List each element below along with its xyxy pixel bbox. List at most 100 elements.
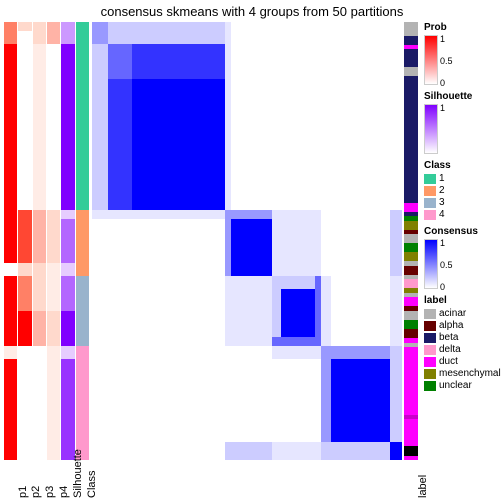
legend-label: delta: [439, 344, 461, 355]
label-segment: [404, 446, 418, 455]
anno-segment: [33, 210, 46, 263]
x-label: p3: [44, 486, 56, 498]
anno-segment: [18, 44, 31, 210]
legend-title: Class: [424, 160, 502, 171]
label-segment: [404, 266, 418, 275]
anno-segment: [18, 31, 31, 44]
legend-label: mesenchymal: [439, 368, 501, 379]
x-label: p4: [58, 486, 70, 498]
swatch: [424, 186, 436, 196]
tick-label: 1: [440, 104, 445, 113]
legend-consensus: Consensus10.50: [424, 226, 502, 289]
anno-segment: [76, 22, 89, 210]
heatmap-block: [272, 442, 322, 460]
anno-segment: [33, 346, 46, 359]
anno-col-p2: [18, 22, 31, 460]
heatmap-block: [225, 22, 231, 210]
legend-item: 2: [424, 185, 502, 196]
gradient-bar: [424, 239, 438, 289]
anno-segment: [4, 359, 17, 460]
annotation-columns: [4, 22, 90, 460]
anno-segment: [4, 346, 17, 359]
legend-label: unclear: [439, 380, 472, 391]
anno-segment: [18, 276, 31, 311]
anno-segment: [4, 22, 17, 44]
tick-label: 1: [440, 35, 445, 44]
x-label: p2: [30, 486, 42, 498]
anno-segment: [47, 44, 60, 210]
anno-segment: [47, 359, 60, 460]
legend-item: duct: [424, 356, 502, 367]
legend-label: beta: [439, 332, 458, 343]
x-label: p1: [17, 486, 29, 498]
heatmap-block: [92, 210, 225, 219]
anno-segment: [18, 22, 31, 31]
legend-item: 1: [424, 173, 502, 184]
swatch: [424, 210, 436, 220]
anno-segment: [76, 276, 89, 346]
anno-segment: [4, 311, 17, 346]
legend-class: Class1234: [424, 160, 502, 220]
swatch: [424, 357, 436, 367]
anno-segment: [33, 263, 46, 311]
legend-label: 1: [439, 173, 445, 184]
anno-col-p4: [47, 22, 60, 460]
heatmap-block: [390, 276, 402, 346]
label-segment: [404, 203, 418, 212]
tick-label: 0: [440, 283, 445, 292]
anno-col-silhouette: [61, 22, 74, 460]
legend-item: mesenchymal: [424, 368, 502, 379]
gradient-ticks: 10.50: [438, 35, 458, 85]
label-segment: [404, 67, 418, 76]
anno-segment: [61, 346, 74, 359]
label-segment: [404, 279, 418, 288]
swatch: [424, 174, 436, 184]
label-segment: [404, 221, 418, 230]
label-segment: [404, 36, 418, 45]
heatmap-block: [108, 44, 133, 79]
heatmap-block: [272, 210, 322, 276]
legend-label: 2: [439, 185, 445, 196]
label-annotation: [404, 22, 418, 460]
anno-segment: [33, 44, 46, 210]
heatmap-block: [225, 210, 231, 276]
tick-label: 0.5: [440, 261, 453, 270]
swatch: [424, 309, 436, 319]
tick-label: 0.5: [440, 57, 453, 66]
swatch: [424, 321, 436, 331]
heatmap-block: [92, 22, 108, 44]
heatmap-block: [272, 276, 281, 346]
anno-segment: [4, 210, 17, 263]
anno-segment: [18, 210, 31, 263]
x-label: Silhouette: [72, 449, 84, 498]
heatmap-block: [272, 346, 322, 359]
swatch: [424, 345, 436, 355]
anno-col-p3: [33, 22, 46, 460]
gradient-bar: [424, 35, 438, 85]
legend-item: 4: [424, 209, 502, 220]
heatmap-block: [92, 44, 108, 210]
gradient-ticks: 1: [438, 104, 458, 154]
label-segment: [404, 311, 418, 320]
x-label: Class: [86, 470, 98, 498]
anno-segment: [61, 359, 74, 460]
heatmap-block: [108, 79, 133, 210]
anno-segment: [61, 219, 74, 263]
anno-segment: [76, 346, 89, 460]
legend-label: labelacinaralphabetadeltaductmesenchymal…: [424, 295, 502, 391]
legend-item: unclear: [424, 380, 502, 391]
anno-segment: [47, 346, 60, 359]
label-segment: [404, 347, 418, 415]
heatmap-block: [225, 210, 272, 219]
anno-segment: [61, 263, 74, 276]
anno-segment: [47, 210, 60, 263]
heatmap-block: [225, 210, 272, 276]
label-segment: [404, 252, 418, 261]
label-segment: [404, 419, 418, 446]
heatmap-block: [132, 44, 225, 79]
legend-prob: Prob10.50: [424, 22, 502, 85]
tick-label: 1: [440, 239, 445, 248]
legend-item: acinar: [424, 308, 502, 319]
anno-segment: [33, 22, 46, 44]
anno-segment: [4, 263, 17, 276]
